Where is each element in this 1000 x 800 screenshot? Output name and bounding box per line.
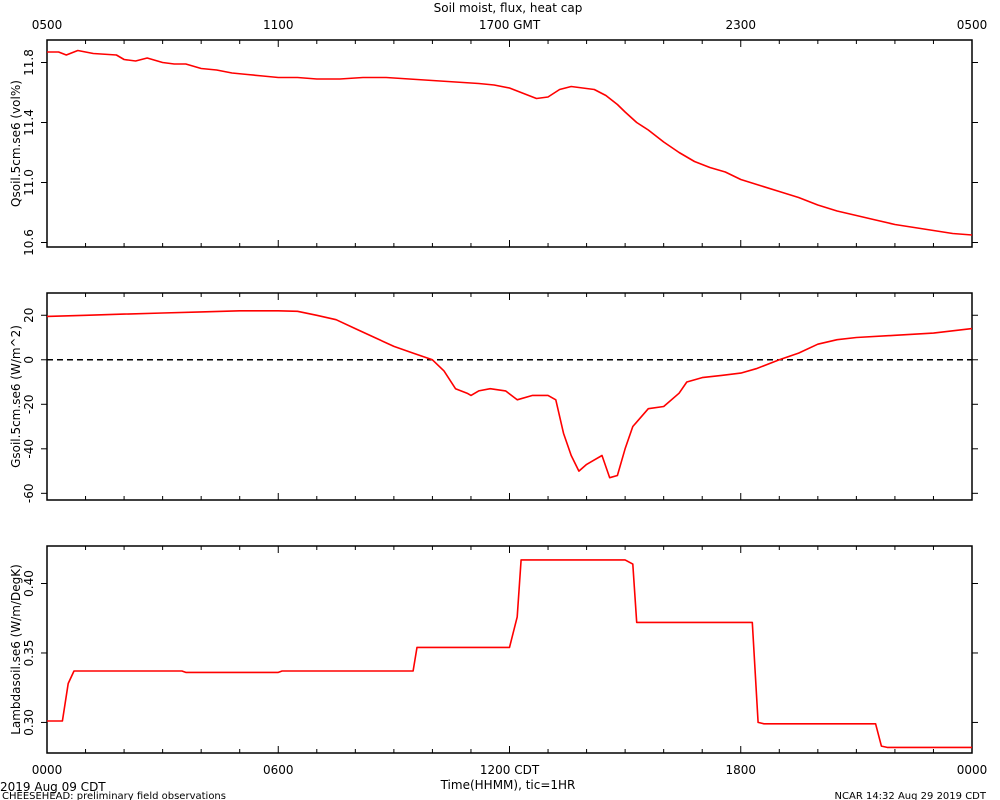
top-axis-tick-labels: 0500 1100 1700 GMT 2300 0500 <box>32 18 988 32</box>
chart-title: Soil moist, flux, heat cap <box>434 1 583 15</box>
y-tick-label: 0.30 <box>22 709 36 736</box>
bottom-tick-label: 0000 <box>32 763 63 777</box>
x-axis-label: Time(HHMM), tic=1HR <box>440 778 576 792</box>
series-line <box>47 49 973 236</box>
bottom-tick-label: 0000 <box>957 763 988 777</box>
footer-project: CHEESEHEAD: preliminary field observatio… <box>2 791 226 800</box>
top-tick-label: 1100 <box>263 18 294 32</box>
y-tick-label: -20 <box>22 394 36 414</box>
plot-frame <box>46 39 973 248</box>
y-axis-label: Gsoil.5cm.se6 (W/m^2) <box>9 325 23 468</box>
y-tick-label: -40 <box>22 439 36 459</box>
y-tick-label: 0.40 <box>22 570 36 597</box>
y-tick-label: 20 <box>22 308 36 323</box>
bottom-tick-label: 1800 <box>725 763 756 777</box>
y-axis-label: Qsoil.5cm.se6 (vol%) <box>9 80 23 207</box>
y-tick-label: 11.0 <box>22 169 36 196</box>
y-tick-label: 0 <box>22 356 36 364</box>
y-tick-label: 10.6 <box>22 229 36 256</box>
top-tick-label: 1700 GMT <box>479 18 541 32</box>
y-tick-label: -60 <box>22 484 36 504</box>
top-tick-label: 2300 <box>725 18 756 32</box>
top-tick-label: 0500 <box>32 18 63 32</box>
soil-heat-flux-panel: -60 -40 -20 0 20 Gsoil.5cm.se6 (W/m^2) <box>9 292 978 504</box>
top-tick-label: 0500 <box>957 18 988 32</box>
series-line <box>47 559 972 749</box>
footer-date: 2019 Aug 09 CDT <box>0 780 106 794</box>
bottom-tick-label: 1200 CDT <box>480 763 540 777</box>
soil-moisture-panel: 10.6 11.0 11.4 11.8 Qsoil.5cm.se6 (vol%) <box>9 39 978 256</box>
y-tick-label: 11.8 <box>22 49 36 76</box>
plot-frame <box>46 545 973 754</box>
plot-frame <box>46 292 973 501</box>
series-line <box>46 309 973 479</box>
y-axis-label: Lambdasoil.se6 (W/m/DegK) <box>9 564 23 735</box>
bottom-tick-label: 0600 <box>263 763 294 777</box>
y-tick-label: 11.4 <box>22 109 36 136</box>
y-tick-label: 0.35 <box>22 640 36 667</box>
footer-credit: NCAR 14:32 Aug 29 2019 CDT <box>835 791 987 800</box>
bottom-axis-tick-labels: 0000 0600 1200 CDT 1800 0000 <box>32 763 988 777</box>
